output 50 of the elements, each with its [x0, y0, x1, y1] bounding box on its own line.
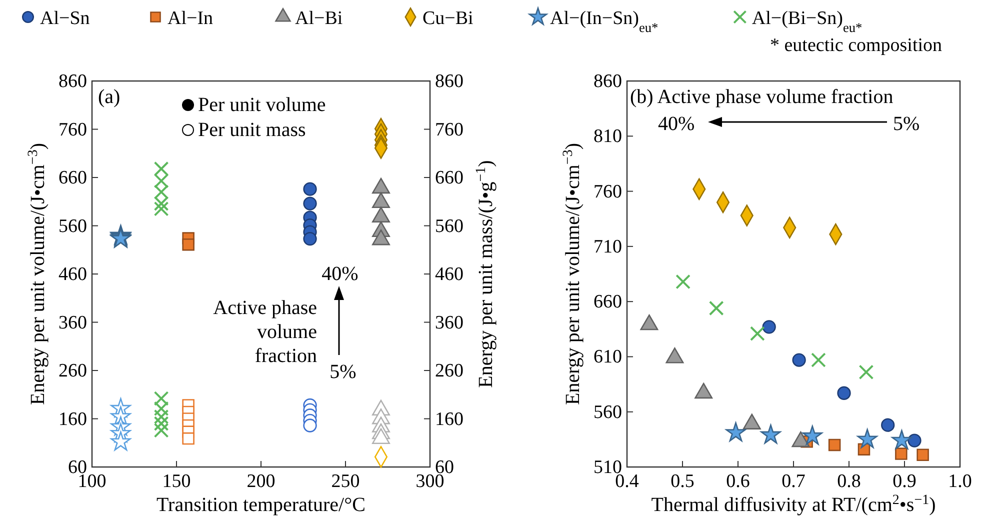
- x-tick-label: 0.5: [670, 471, 694, 492]
- y-tick-label: 610: [594, 346, 622, 368]
- y-tick-label: 560: [58, 216, 87, 237]
- y-tick-label: 360: [58, 312, 87, 334]
- legend-label: Cu−Bi: [422, 8, 474, 29]
- x-tick-label: 200: [246, 471, 276, 492]
- x-tick-label: 0.8: [837, 471, 861, 492]
- legend-label: Al−In: [168, 8, 214, 29]
- y-tick-label: 560: [594, 402, 622, 423]
- legend-label: Al−Sn: [40, 8, 90, 29]
- y2-tick-label: 260: [435, 360, 464, 382]
- y2-tick-label: 160: [435, 408, 464, 430]
- x-tick-label: 0.9: [892, 471, 916, 492]
- y-tick-label: 810: [594, 126, 622, 148]
- legend-label: Al−(In−Sn)$_{eu*}$: [550, 8, 659, 34]
- y-tick-label: 160: [58, 408, 87, 430]
- text: * eutectic composition: [770, 35, 943, 56]
- annotation: 40%: [658, 113, 695, 135]
- annotation: Active phase volume fraction: [213, 297, 318, 367]
- annotation: Per unit mass: [198, 119, 306, 141]
- y-tick-label: 860: [58, 71, 87, 92]
- y-tick-label: 710: [594, 236, 622, 258]
- x-tick-label: 150: [162, 471, 191, 492]
- legend-label: Al−(Bi−Sn)$_{eu*}$: [752, 8, 863, 34]
- x-axis-title: Transition temperature/°C: [156, 494, 366, 516]
- y-tick-label: 460: [58, 264, 87, 285]
- y2-tick-label: 860: [435, 71, 464, 92]
- chart-title: (a): [98, 86, 120, 108]
- annotation: 40%: [322, 263, 358, 285]
- y-tick-label: 260: [58, 360, 87, 382]
- x-tick-label: 0.7: [782, 471, 806, 492]
- x-tick-label: 250: [331, 471, 360, 492]
- y-tick-label: 860: [594, 71, 622, 92]
- chart-title: (b) Active phase volume fraction: [630, 86, 894, 108]
- x-tick-label: 0.6: [726, 471, 750, 492]
- legend-label: Al−Bi: [295, 8, 343, 29]
- y-tick-label: 760: [58, 119, 87, 140]
- annotation: Per unit volume: [198, 94, 326, 116]
- y2-tick-label: 360: [435, 312, 464, 334]
- y-tick-label: 760: [594, 181, 622, 202]
- y2-tick-label: 460: [435, 264, 464, 285]
- annotation: 5%: [893, 113, 920, 135]
- y2-tick-label: 560: [435, 216, 464, 237]
- x-tick-label: 1.0: [948, 471, 972, 492]
- annotation: 5%: [330, 361, 356, 383]
- x-axis-title: Thermal diffusivity at RT/(cm$^{2}$•s$^{−1}$): [651, 492, 936, 516]
- y2-tick-label: 760: [435, 119, 464, 140]
- y-tick-label: 660: [594, 292, 622, 313]
- y-tick-label: 660: [58, 168, 87, 188]
- y2-tick-label: 660: [435, 168, 464, 188]
